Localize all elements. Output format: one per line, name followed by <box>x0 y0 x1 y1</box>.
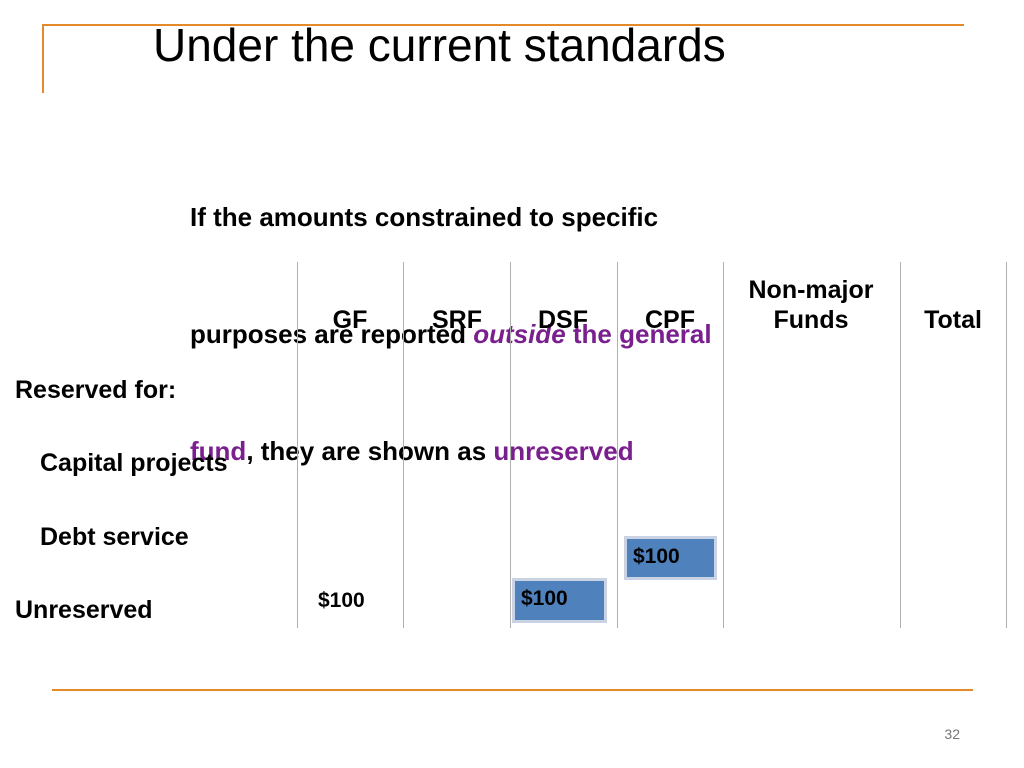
column-divider <box>510 262 511 628</box>
slide-title: Under the current standards <box>153 19 726 71</box>
intro: If the amounts constrained to specific p… <box>190 120 712 549</box>
column-header: GF <box>332 306 368 334</box>
row-label: Capital projects <box>40 449 228 477</box>
text-run: If the amounts constrained to specific <box>190 202 659 232</box>
text-run: purposes are reported <box>190 319 474 349</box>
row-label: Debt service <box>40 523 189 551</box>
intro-line: fund, they are shown as unreserved <box>190 432 712 471</box>
column-divider <box>900 262 901 628</box>
column-divider <box>297 262 298 628</box>
column-header: SRF <box>432 306 482 334</box>
row-label: Reserved for: <box>15 376 177 404</box>
page-number: 32 <box>944 726 960 742</box>
column-header: Non-major Funds <box>748 276 874 334</box>
row-label: Unreserved <box>15 596 153 624</box>
emphasis-run: the general <box>565 319 712 349</box>
column-divider <box>403 262 404 628</box>
emphasis-run: fund <box>190 436 247 466</box>
column-header: Total <box>924 306 982 334</box>
rule <box>42 24 44 93</box>
amount: $100 <box>318 589 365 612</box>
column-divider <box>1006 262 1007 628</box>
rule <box>52 689 973 691</box>
intro-line: purposes are reported outside the genera… <box>190 315 712 354</box>
amount-box: $100 <box>624 536 717 580</box>
amount-box: $100 <box>512 578 607 623</box>
column-header: DSF <box>538 306 588 334</box>
column-divider <box>617 262 618 628</box>
emphasis-run: outside <box>473 319 566 349</box>
column-divider <box>723 262 724 628</box>
emphasis-run: unreserved <box>493 436 634 466</box>
intro-line: If the amounts constrained to specific <box>190 198 712 237</box>
column-header: CPF <box>645 306 695 334</box>
text-run: , they are shown as <box>246 436 494 466</box>
rule <box>42 24 964 26</box>
